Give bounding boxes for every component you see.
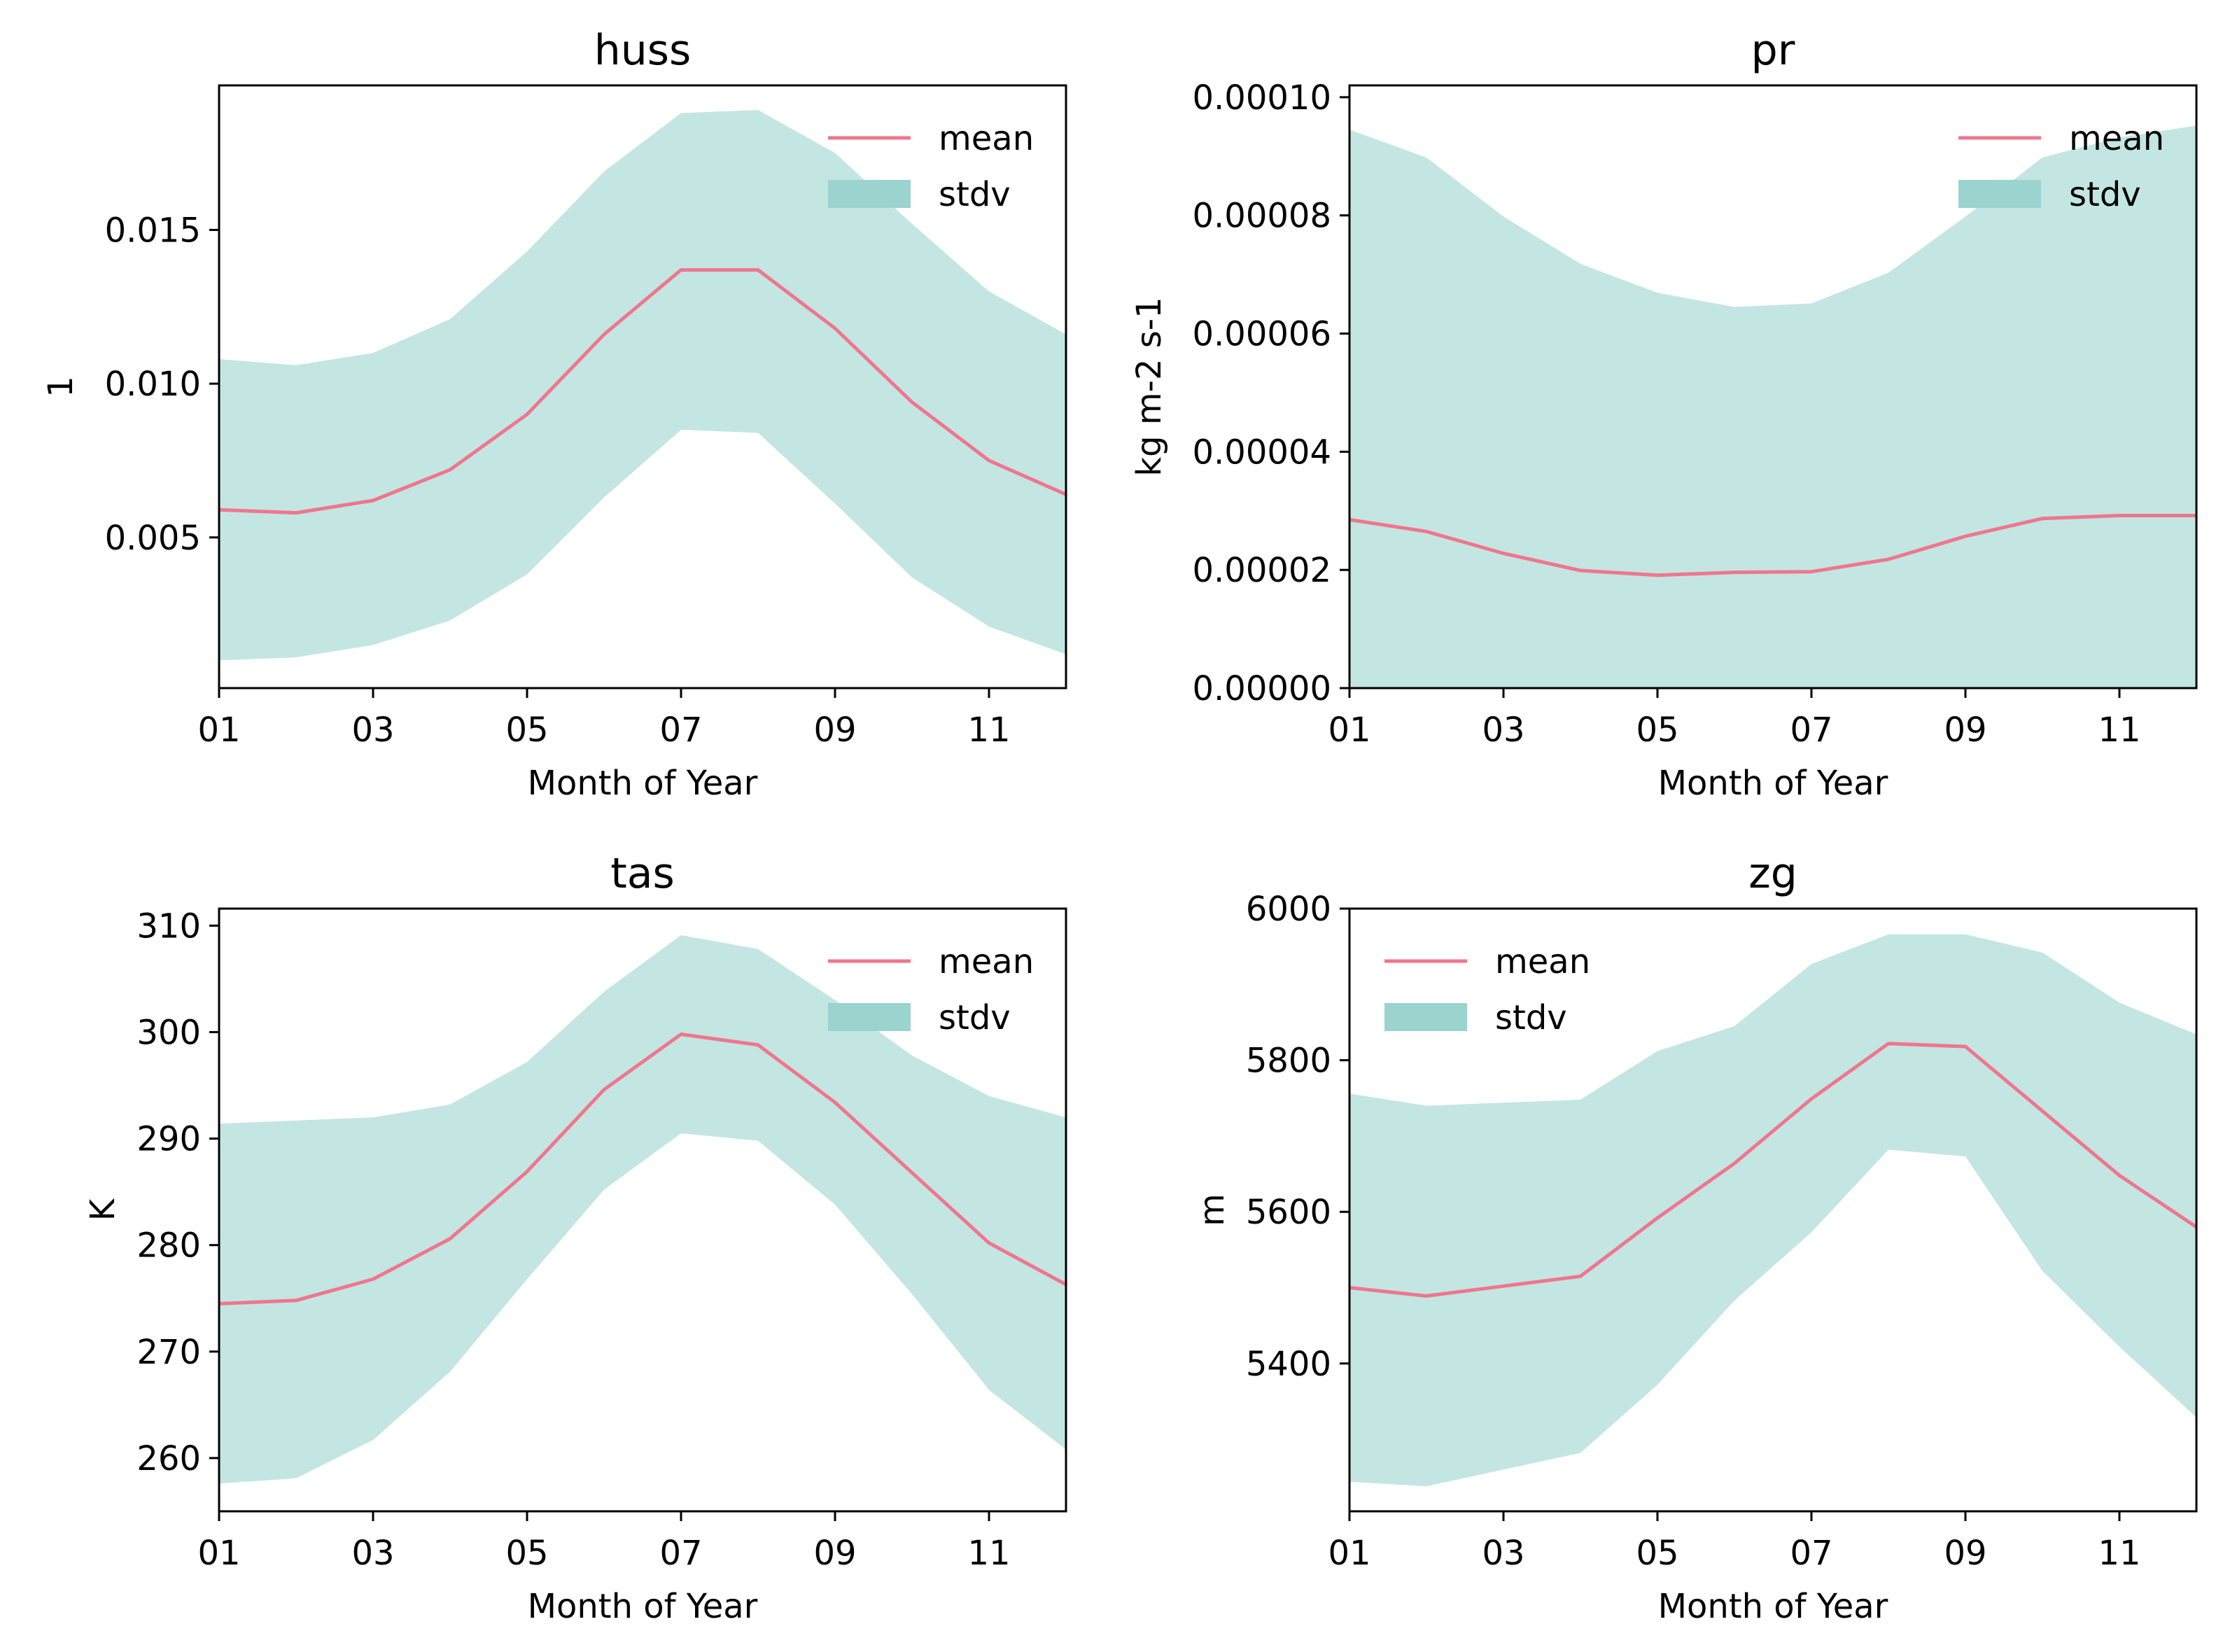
y-axis-label: m: [1193, 1194, 1232, 1226]
x-tick-label: 11: [2098, 710, 2140, 750]
x-tick-label: 07: [659, 1534, 702, 1573]
axes-frame: [1348, 907, 2198, 1513]
legend: mean stdv: [828, 119, 1034, 214]
x-tick-label: 01: [1328, 1534, 1370, 1573]
y-tick-label: 0.015: [105, 211, 201, 250]
x-axis-label: Month of Year: [1658, 1587, 1888, 1626]
x-tick-label: 07: [659, 710, 702, 750]
panel-tas: 01 03 05 07 09 11 260 270 280 290 300 310 tas Month o…: [83, 849, 1067, 1626]
x-tick-label: 03: [351, 1534, 394, 1573]
y-tick-label: 0.00002: [1193, 551, 1332, 590]
panel-zg: 01 03 05 07 09 11 5400 5600 5800 6000 zg Month of Y…: [1193, 849, 2198, 1626]
x-axis-label: Month of Year: [1658, 764, 1888, 803]
x-tick-label: 09: [1944, 1534, 1986, 1573]
x-axis-label: Month of Year: [528, 1587, 758, 1626]
x-tick-label: 05: [1636, 1534, 1678, 1573]
y-tick-label: 6000: [1246, 890, 1331, 929]
y-tick-label: 5400: [1246, 1345, 1331, 1384]
y-tick-label: 310: [136, 906, 201, 946]
y-tick-label: 0.00006: [1193, 315, 1332, 354]
legend-stdv-swatch: [828, 1003, 911, 1031]
stdv-band: [1349, 125, 2196, 688]
legend-stdv-label: stdv: [2069, 175, 2141, 214]
panel-pr: 01 03 05 07 09 11 0.00000 0.00002 0.00004 0.00006…: [1130, 26, 2198, 803]
x-tick-label: 01: [1328, 710, 1370, 750]
x-tick-label: 09: [813, 710, 856, 750]
axes-frame: [218, 84, 1067, 690]
panel-title: pr: [1751, 26, 1795, 75]
panel-title: huss: [594, 26, 692, 75]
legend: mean stdv: [1384, 942, 1590, 1037]
y-tick-label: 0.00008: [1193, 197, 1332, 236]
x-tick-label: 05: [505, 1534, 548, 1573]
panel-title: zg: [1748, 849, 1797, 898]
legend-stdv-swatch: [1384, 1003, 1467, 1031]
x-tick-label: 01: [197, 1534, 240, 1573]
axes-frame: [218, 907, 1067, 1513]
x-tick-label: 05: [1636, 710, 1678, 750]
y-tick-label: 260: [136, 1439, 201, 1478]
x-tick-label: 01: [197, 710, 240, 750]
y-tick-label: 0.005: [105, 519, 201, 558]
legend: mean stdv: [1958, 119, 2164, 214]
legend-mean-label: mean: [1495, 942, 1590, 981]
legend-stdv-swatch: [1958, 180, 2041, 208]
x-tick-label: 11: [967, 1534, 1010, 1573]
x-tick-label: 09: [813, 1534, 856, 1573]
legend-mean-label: mean: [2069, 119, 2164, 158]
mean-line: [219, 268, 1066, 515]
x-tick-label: 03: [1482, 710, 1524, 750]
y-tick-label: 5600: [1246, 1193, 1331, 1232]
x-tick-label: 09: [1944, 710, 1986, 750]
stdv-band: [1349, 934, 2196, 1487]
mean-line: [1349, 514, 2196, 578]
x-tick-label: 03: [1482, 1534, 1524, 1573]
x-axis-label: Month of Year: [528, 764, 758, 803]
y-tick-label: 0.010: [105, 365, 201, 404]
y-axis-label: 1: [41, 376, 80, 398]
y-tick-label: 290: [136, 1120, 201, 1159]
x-tick-label: 07: [1790, 710, 1832, 750]
panel-title: tas: [610, 849, 675, 898]
legend-mean-label: mean: [939, 942, 1034, 981]
legend-stdv-label: stdv: [939, 998, 1011, 1037]
y-tick-label: 280: [136, 1226, 201, 1266]
legend-mean-label: mean: [939, 119, 1034, 158]
x-tick-label: 03: [351, 710, 394, 750]
panel-huss: 01 03 05 07 09 11 0.005 0.010 0.015 huss Month of …: [41, 26, 1067, 803]
mean-line: [219, 1032, 1066, 1306]
y-tick-label: 0.00000: [1193, 669, 1332, 708]
x-tick-label: 07: [1790, 1534, 1832, 1573]
axes-frame: [1348, 84, 2198, 690]
legend-stdv-label: stdv: [1495, 998, 1567, 1037]
y-tick-label: 270: [136, 1333, 201, 1372]
y-tick-label: 0.00004: [1193, 433, 1332, 472]
mean-line: [1349, 1042, 2196, 1298]
stdv-band: [219, 110, 1066, 661]
x-tick-label: 11: [967, 710, 1010, 750]
y-axis-label: K: [83, 1198, 122, 1221]
y-axis-label: kg m-2 s-1: [1130, 297, 1169, 476]
legend-stdv-swatch: [828, 180, 911, 208]
legend-stdv-label: stdv: [939, 175, 1011, 214]
x-tick-label: 11: [2098, 1534, 2140, 1573]
x-tick-label: 05: [505, 710, 548, 750]
legend: mean stdv: [828, 942, 1034, 1037]
y-tick-label: 300: [136, 1013, 201, 1052]
y-tick-label: 0.00010: [1193, 78, 1332, 118]
y-tick-label: 5800: [1246, 1042, 1331, 1081]
stdv-band: [219, 935, 1066, 1484]
